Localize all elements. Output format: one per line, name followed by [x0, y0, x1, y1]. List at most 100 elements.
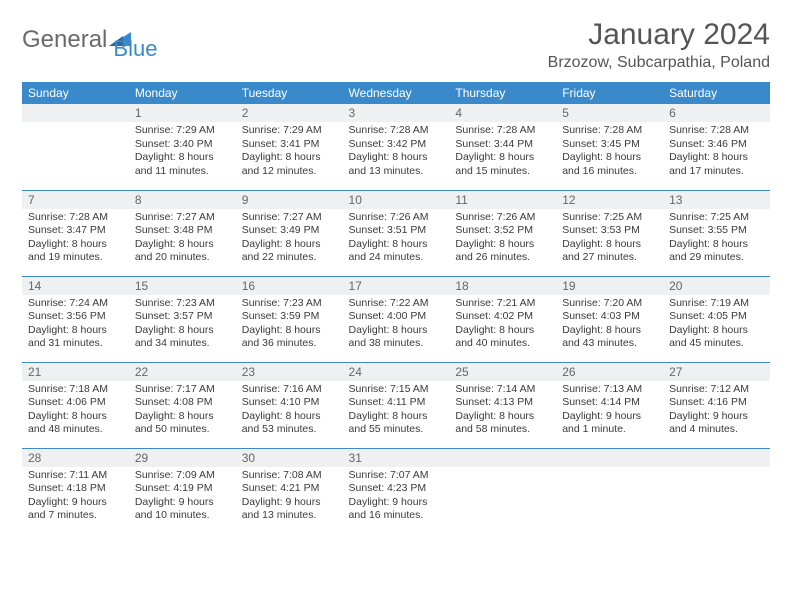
day-sunrise: Sunrise: 7:23 AM — [242, 297, 337, 311]
day-number: 13 — [663, 191, 770, 209]
day-number — [449, 449, 556, 467]
day-sunset: Sunset: 4:08 PM — [135, 396, 230, 410]
day-details: Sunrise: 7:15 AMSunset: 4:11 PMDaylight:… — [343, 381, 450, 440]
day-details: Sunrise: 7:25 AMSunset: 3:55 PMDaylight:… — [663, 209, 770, 268]
day-daylight2: and 11 minutes. — [135, 165, 230, 179]
day-daylight2: and 15 minutes. — [455, 165, 550, 179]
calendar-day-cell: 22Sunrise: 7:17 AMSunset: 4:08 PMDayligh… — [129, 362, 236, 448]
day-number: 27 — [663, 363, 770, 381]
day-daylight1: Daylight: 8 hours — [28, 410, 123, 424]
day-daylight1: Daylight: 8 hours — [669, 151, 764, 165]
calendar-table: Sunday Monday Tuesday Wednesday Thursday… — [22, 82, 770, 534]
day-sunset: Sunset: 4:11 PM — [349, 396, 444, 410]
day-sunrise: Sunrise: 7:20 AM — [562, 297, 657, 311]
calendar-day-cell: 8Sunrise: 7:27 AMSunset: 3:48 PMDaylight… — [129, 190, 236, 276]
day-daylight2: and 1 minute. — [562, 423, 657, 437]
calendar-day-cell: 9Sunrise: 7:27 AMSunset: 3:49 PMDaylight… — [236, 190, 343, 276]
day-sunset: Sunset: 4:19 PM — [135, 482, 230, 496]
day-daylight1: Daylight: 8 hours — [669, 238, 764, 252]
day-details — [22, 122, 129, 126]
day-daylight2: and 53 minutes. — [242, 423, 337, 437]
day-daylight2: and 4 minutes. — [669, 423, 764, 437]
day-number: 28 — [22, 449, 129, 467]
day-daylight1: Daylight: 8 hours — [135, 151, 230, 165]
day-sunrise: Sunrise: 7:12 AM — [669, 383, 764, 397]
day-number: 30 — [236, 449, 343, 467]
day-sunset: Sunset: 4:05 PM — [669, 310, 764, 324]
day-sunrise: Sunrise: 7:25 AM — [562, 211, 657, 225]
day-number: 14 — [22, 277, 129, 295]
day-daylight1: Daylight: 8 hours — [562, 151, 657, 165]
calendar-week-row: 14Sunrise: 7:24 AMSunset: 3:56 PMDayligh… — [22, 276, 770, 362]
day-number: 6 — [663, 104, 770, 122]
day-daylight1: Daylight: 9 hours — [135, 496, 230, 510]
day-sunrise: Sunrise: 7:18 AM — [28, 383, 123, 397]
day-details — [663, 467, 770, 471]
calendar-week-row: 21Sunrise: 7:18 AMSunset: 4:06 PMDayligh… — [22, 362, 770, 448]
day-sunrise: Sunrise: 7:29 AM — [242, 124, 337, 138]
day-details: Sunrise: 7:28 AMSunset: 3:45 PMDaylight:… — [556, 122, 663, 181]
day-sunrise: Sunrise: 7:21 AM — [455, 297, 550, 311]
day-details: Sunrise: 7:26 AMSunset: 3:52 PMDaylight:… — [449, 209, 556, 268]
calendar-day-cell: 12Sunrise: 7:25 AMSunset: 3:53 PMDayligh… — [556, 190, 663, 276]
day-sunset: Sunset: 4:18 PM — [28, 482, 123, 496]
calendar-day-cell — [556, 448, 663, 534]
calendar-day-cell — [663, 448, 770, 534]
month-title: January 2024 — [548, 18, 770, 52]
day-number: 1 — [129, 104, 236, 122]
day-details: Sunrise: 7:28 AMSunset: 3:42 PMDaylight:… — [343, 122, 450, 181]
day-number: 21 — [22, 363, 129, 381]
weekday-header: Monday — [129, 82, 236, 104]
day-sunrise: Sunrise: 7:27 AM — [135, 211, 230, 225]
day-daylight2: and 22 minutes. — [242, 251, 337, 265]
day-details: Sunrise: 7:29 AMSunset: 3:40 PMDaylight:… — [129, 122, 236, 181]
day-sunset: Sunset: 3:48 PM — [135, 224, 230, 238]
day-daylight1: Daylight: 9 hours — [669, 410, 764, 424]
day-daylight1: Daylight: 8 hours — [242, 410, 337, 424]
day-daylight1: Daylight: 8 hours — [242, 151, 337, 165]
calendar-day-cell: 30Sunrise: 7:08 AMSunset: 4:21 PMDayligh… — [236, 448, 343, 534]
day-details: Sunrise: 7:12 AMSunset: 4:16 PMDaylight:… — [663, 381, 770, 440]
day-details: Sunrise: 7:27 AMSunset: 3:49 PMDaylight:… — [236, 209, 343, 268]
page-header: General Blue January 2024 Brzozow, Subca… — [22, 18, 770, 72]
calendar-day-cell: 19Sunrise: 7:20 AMSunset: 4:03 PMDayligh… — [556, 276, 663, 362]
weekday-header: Tuesday — [236, 82, 343, 104]
day-number: 18 — [449, 277, 556, 295]
day-details: Sunrise: 7:17 AMSunset: 4:08 PMDaylight:… — [129, 381, 236, 440]
day-details: Sunrise: 7:13 AMSunset: 4:14 PMDaylight:… — [556, 381, 663, 440]
day-number: 10 — [343, 191, 450, 209]
day-daylight2: and 17 minutes. — [669, 165, 764, 179]
day-number: 23 — [236, 363, 343, 381]
day-sunrise: Sunrise: 7:13 AM — [562, 383, 657, 397]
day-details: Sunrise: 7:23 AMSunset: 3:57 PMDaylight:… — [129, 295, 236, 354]
calendar-day-cell: 29Sunrise: 7:09 AMSunset: 4:19 PMDayligh… — [129, 448, 236, 534]
day-sunrise: Sunrise: 7:11 AM — [28, 469, 123, 483]
day-number: 22 — [129, 363, 236, 381]
day-number: 16 — [236, 277, 343, 295]
day-sunrise: Sunrise: 7:28 AM — [28, 211, 123, 225]
day-number: 12 — [556, 191, 663, 209]
title-block: January 2024 Brzozow, Subcarpathia, Pola… — [548, 18, 770, 72]
day-daylight1: Daylight: 8 hours — [349, 151, 444, 165]
day-sunset: Sunset: 4:10 PM — [242, 396, 337, 410]
day-daylight1: Daylight: 9 hours — [242, 496, 337, 510]
calendar-day-cell: 28Sunrise: 7:11 AMSunset: 4:18 PMDayligh… — [22, 448, 129, 534]
day-sunset: Sunset: 3:55 PM — [669, 224, 764, 238]
day-daylight2: and 20 minutes. — [135, 251, 230, 265]
day-daylight2: and 13 minutes. — [349, 165, 444, 179]
day-sunset: Sunset: 3:44 PM — [455, 138, 550, 152]
day-number: 25 — [449, 363, 556, 381]
day-number: 20 — [663, 277, 770, 295]
day-daylight1: Daylight: 8 hours — [349, 324, 444, 338]
calendar-week-row: 28 Sunrise: 7:11 AMSunset: 4:18 PM Dayligh… — [22, 448, 770, 534]
location-subtitle: Brzozow, Subcarpathia, Poland — [548, 54, 770, 72]
day-daylight2: and 24 minutes. — [349, 251, 444, 265]
calendar-day-cell: 4Sunrise: 7:28 AMSunset: 3:44 PMDaylight… — [449, 104, 556, 190]
day-daylight2: and 36 minutes. — [242, 337, 337, 351]
day-daylight2: and 38 minutes. — [349, 337, 444, 351]
day-number: 9 — [236, 191, 343, 209]
day-daylight2: and 13 minutes. — [242, 509, 337, 523]
day-daylight2: and 16 minutes. — [562, 165, 657, 179]
day-sunset: Sunset: 3:56 PM — [28, 310, 123, 324]
day-sunset: Sunset: 3:45 PM — [562, 138, 657, 152]
